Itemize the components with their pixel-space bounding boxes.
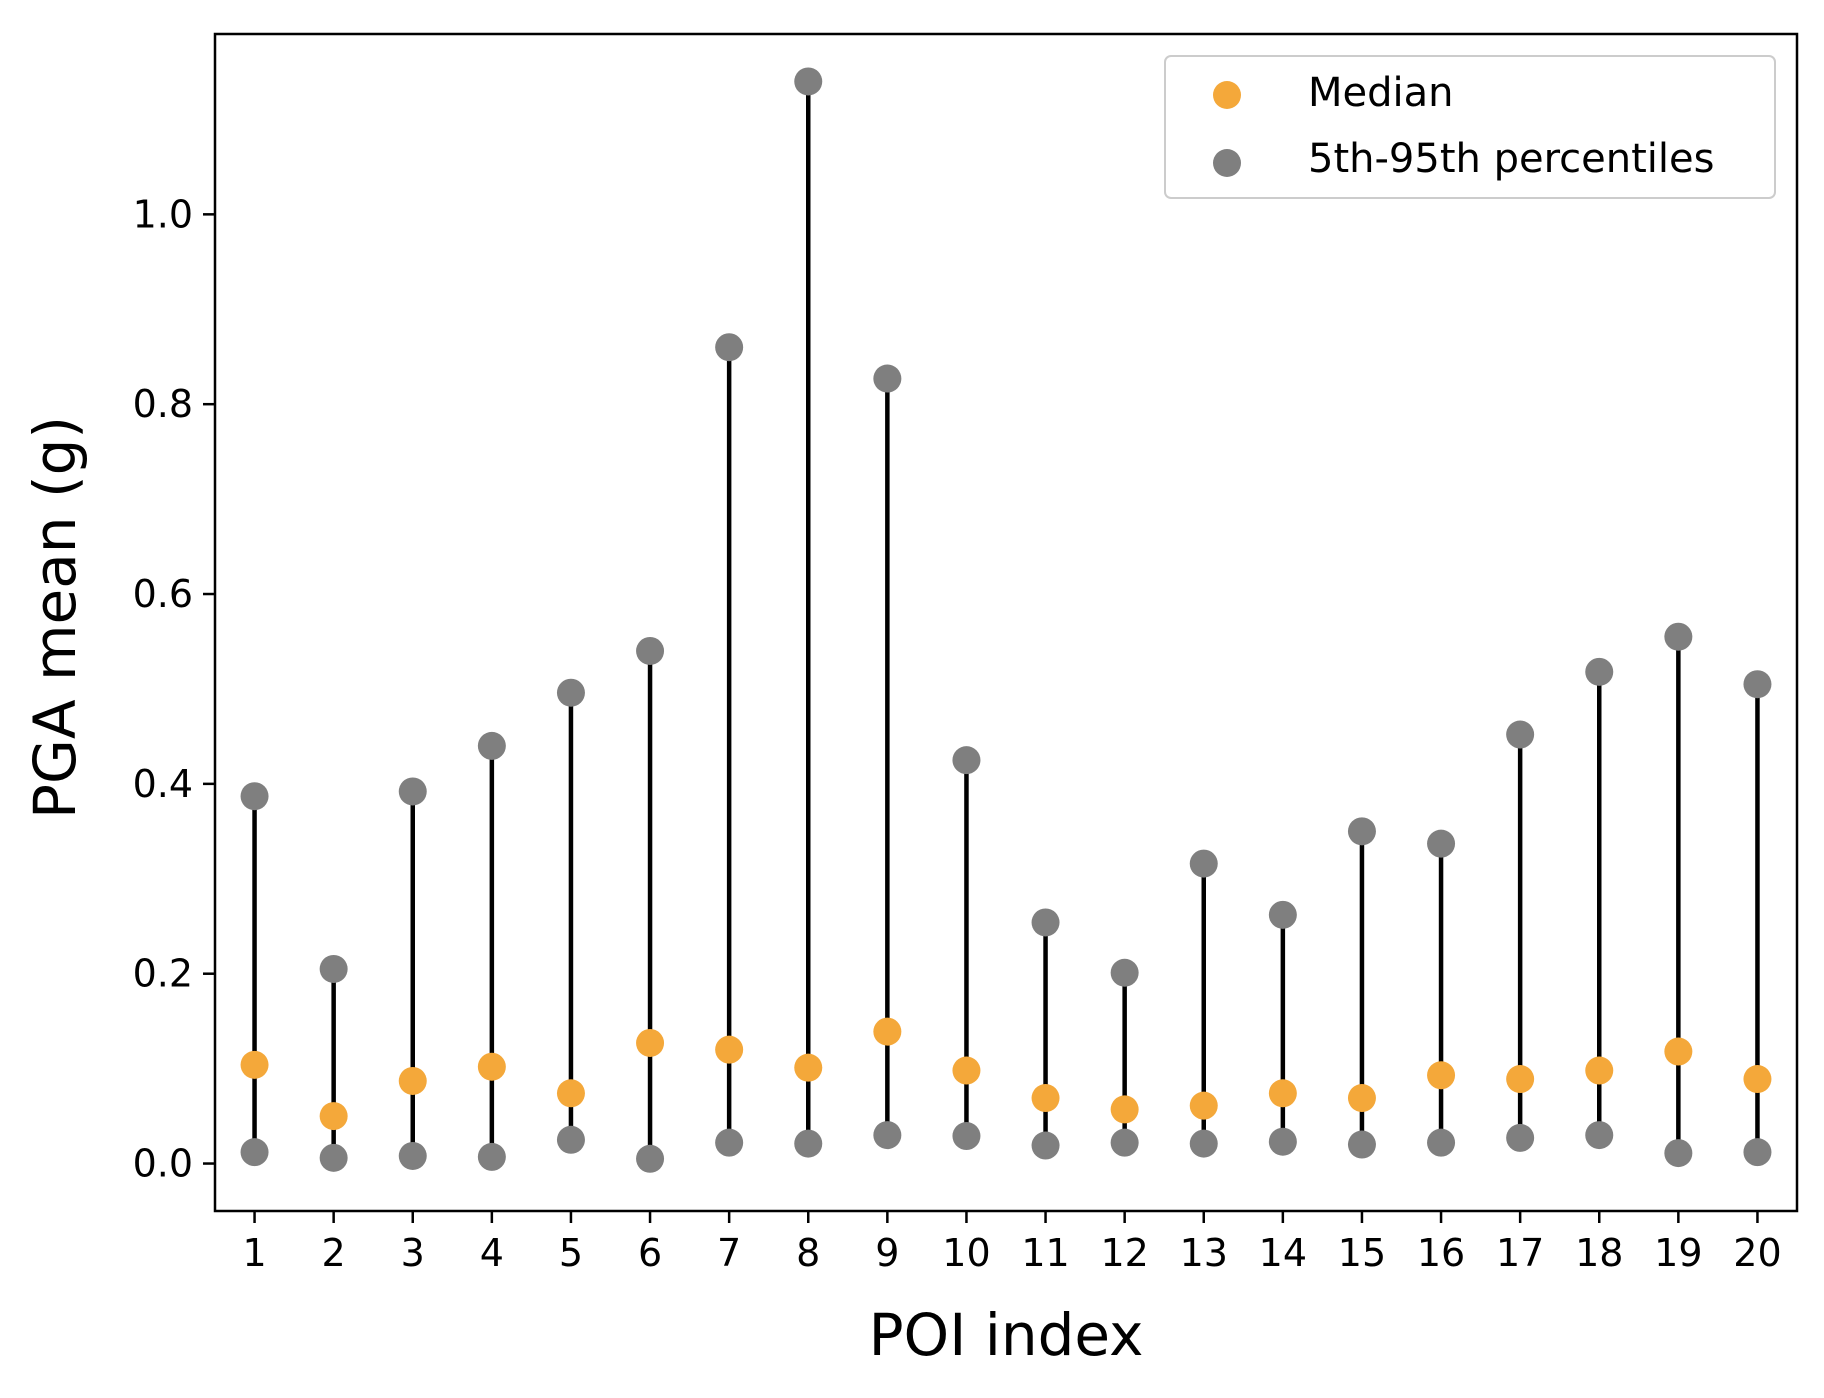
percentile-95-point — [320, 955, 348, 983]
percentile-5-point — [1190, 1130, 1218, 1158]
x-tick-label: 5 — [559, 1231, 583, 1275]
percentile-5-point — [715, 1129, 743, 1157]
percentile-95-point — [873, 365, 901, 393]
median-point — [241, 1051, 269, 1079]
percentile-95-point — [715, 333, 743, 361]
legend-marker-percentiles — [1213, 149, 1241, 177]
x-tick-label: 12 — [1100, 1231, 1148, 1275]
median-point — [1427, 1061, 1455, 1089]
x-tick-label: 18 — [1575, 1231, 1623, 1275]
percentile-95-point — [1269, 901, 1297, 929]
percentile-95-point — [1506, 721, 1534, 749]
median-point — [1032, 1084, 1060, 1112]
percentile-5-point — [1585, 1121, 1613, 1149]
percentile-5-point — [1506, 1124, 1534, 1152]
median-point — [715, 1036, 743, 1064]
percentile-95-point — [794, 67, 822, 95]
percentile-95-point — [1664, 623, 1692, 651]
percentile-5-point — [794, 1130, 822, 1158]
x-tick-label: 15 — [1338, 1231, 1386, 1275]
legend-label-median: Median — [1308, 70, 1454, 116]
percentile-5-point — [478, 1143, 506, 1171]
x-tick-label: 6 — [638, 1231, 662, 1275]
x-tick-label: 19 — [1654, 1231, 1702, 1275]
x-tick-label: 11 — [1021, 1231, 1069, 1275]
percentile-5-point — [557, 1126, 585, 1154]
median-point — [794, 1054, 822, 1082]
percentile-5-point — [241, 1138, 269, 1166]
x-tick-label: 9 — [875, 1231, 899, 1275]
percentile-5-point — [952, 1122, 980, 1150]
median-point — [399, 1067, 427, 1095]
percentile-5-point — [1348, 1131, 1376, 1159]
x-tick-label: 8 — [796, 1231, 820, 1275]
median-point — [320, 1102, 348, 1130]
legend-label-percentiles: 5th-95th percentiles — [1308, 136, 1714, 182]
x-tick-label: 13 — [1180, 1231, 1228, 1275]
percentile-95-point — [1427, 830, 1455, 858]
y-tick-label: 0.4 — [133, 762, 193, 806]
median-point — [1111, 1095, 1139, 1123]
percentile-5-point — [636, 1145, 664, 1173]
percentile-5-point — [1269, 1128, 1297, 1156]
percentile-95-point — [557, 679, 585, 707]
percentile-5-point — [1743, 1138, 1771, 1166]
y-tick-label: 0.8 — [133, 382, 193, 426]
median-point — [952, 1057, 980, 1085]
percentile-5-point — [1111, 1129, 1139, 1157]
median-point — [1506, 1065, 1534, 1093]
legend: Median 5th-95th percentiles — [1165, 56, 1775, 198]
percentile-5-point — [1664, 1139, 1692, 1167]
median-point — [1743, 1065, 1771, 1093]
percentile-95-point — [1190, 850, 1218, 878]
legend-marker-median — [1213, 81, 1241, 109]
x-tick-label: 1 — [242, 1231, 266, 1275]
percentile-95-point — [952, 746, 980, 774]
percentile-5-point — [1427, 1129, 1455, 1157]
percentile-95-point — [1743, 670, 1771, 698]
y-axis-title: PGA mean (g) — [21, 416, 89, 819]
percentile-5-point — [399, 1142, 427, 1170]
median-point — [1269, 1079, 1297, 1107]
percentile-95-point — [241, 782, 269, 810]
median-point — [1190, 1092, 1218, 1120]
y-tick-label: 0.6 — [133, 572, 193, 616]
x-tick-label: 10 — [942, 1231, 990, 1275]
percentile-95-point — [1348, 817, 1376, 845]
percentile-95-point — [1032, 908, 1060, 936]
percentile-95-point — [1111, 959, 1139, 987]
x-tick-label: 17 — [1496, 1231, 1544, 1275]
x-tick-label: 2 — [322, 1231, 346, 1275]
y-tick-label: 0.0 — [133, 1142, 193, 1186]
x-tick-label: 7 — [717, 1231, 741, 1275]
median-point — [557, 1079, 585, 1107]
x-tick-label: 3 — [401, 1231, 425, 1275]
percentile-95-point — [636, 637, 664, 665]
median-point — [636, 1029, 664, 1057]
median-point — [1585, 1057, 1613, 1085]
x-axis-title: POI index — [869, 1301, 1144, 1369]
median-point — [1664, 1038, 1692, 1066]
percentile-5-point — [320, 1144, 348, 1172]
percentile-5-point — [1032, 1132, 1060, 1160]
x-tick-label: 16 — [1417, 1231, 1465, 1275]
x-tick-label: 4 — [480, 1231, 504, 1275]
x-tick-label: 14 — [1259, 1231, 1307, 1275]
percentile-5-point — [873, 1121, 901, 1149]
median-point — [1348, 1084, 1376, 1112]
median-point — [873, 1018, 901, 1046]
percentile-95-point — [1585, 658, 1613, 686]
y-tick-label: 0.2 — [133, 952, 193, 996]
y-tick-label: 1.0 — [133, 192, 193, 236]
percentile-95-point — [478, 732, 506, 760]
x-tick-label: 20 — [1733, 1231, 1781, 1275]
median-point — [478, 1053, 506, 1081]
percentile-95-point — [399, 777, 427, 805]
